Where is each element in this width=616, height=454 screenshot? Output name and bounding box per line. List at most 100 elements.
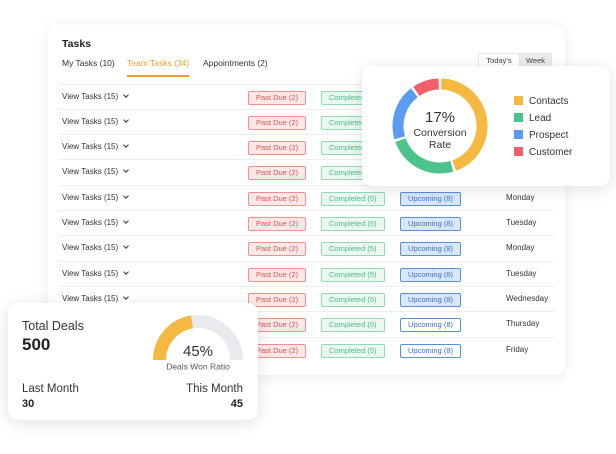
past-due-badge[interactable]: Past Due (2) — [248, 115, 307, 130]
past-due-badge[interactable]: Past Due (2) — [248, 166, 307, 181]
view-tasks-label: View Tasks (15) — [62, 91, 119, 101]
chevron — [123, 192, 130, 199]
day: Monday — [506, 192, 535, 202]
chevron — [123, 142, 130, 148]
legend-swatch — [514, 130, 523, 139]
past-due-badge[interactable]: Past Due (2) — [248, 292, 307, 307]
view-tasks[interactable]: View Tasks (15) — [62, 140, 130, 154]
past-due-badge[interactable]: Past Due (2) — [248, 191, 307, 206]
past-due-badge[interactable]: Past Due (2) — [248, 90, 307, 105]
view-tasks[interactable]: View Tasks (15) — [62, 267, 130, 281]
task-row: View Tasks (15) Past Due (2) Completed (5)… — [58, 235, 555, 261]
chevron — [123, 268, 130, 275]
view-tasks[interactable]: View Tasks (15) — [62, 115, 130, 129]
upcoming-badge[interactable]: Upcoming (8) — [400, 343, 462, 358]
completed-badge[interactable]: Completed (5) — [321, 191, 385, 206]
legend-item: Contacts — [514, 96, 568, 107]
completed-badge[interactable]: Completed (5) — [321, 292, 385, 307]
tab[interactable]: Team Tasks (34) — [127, 58, 190, 68]
tab[interactable]: Appointments (2) — [203, 58, 268, 68]
day: Tuesday — [506, 218, 537, 227]
chevron — [123, 218, 130, 224]
task-row: View Tasks (15) Past Due (2) Completed (5)… — [58, 184, 555, 211]
donut-segment — [392, 88, 418, 140]
this-month-label: This Month — [186, 383, 243, 395]
completed-badge[interactable]: Completed (5) — [321, 318, 385, 333]
view-tasks-label: View Tasks (15) — [62, 293, 119, 303]
view-tasks[interactable]: View Tasks (15) — [62, 216, 130, 230]
view-tasks[interactable]: View Tasks (15) — [62, 292, 130, 306]
view-tasks-label: View Tasks (15) — [62, 243, 119, 253]
view-tasks[interactable]: View Tasks (15) — [62, 191, 130, 205]
legend-item: Customer — [514, 147, 572, 158]
legend-swatch — [514, 96, 523, 105]
task-row: Past Due (2) Completed (5) Upcoming (8) Fri… — [58, 336, 555, 363]
gauge-arc — [153, 315, 194, 361]
legend-label: Prospect — [529, 130, 569, 141]
task-row: View Tasks (15) Past Due (2) Completed (5)… — [58, 285, 555, 312]
donut-segment — [395, 138, 454, 174]
gauge-chart: 45%Deals Won Ratio — [153, 315, 243, 371]
deals-title: Total Deals — [22, 319, 84, 333]
upcoming-badge[interactable]: Upcoming (8) — [400, 191, 462, 206]
completed-badge[interactable]: Completed (5) — [321, 343, 385, 358]
last-month-label: Last Month — [22, 383, 79, 395]
view-tasks-label: View Tasks (15) — [62, 142, 119, 152]
view-tasks-label: View Tasks (15) — [62, 116, 119, 126]
view-tasks-label: View Tasks (15) — [62, 218, 119, 227]
legend-item: Lead — [514, 113, 551, 124]
chevron — [123, 294, 130, 300]
day: Monday — [506, 243, 535, 253]
past-due-badge[interactable]: Past Due (2) — [248, 141, 307, 156]
view-tasks[interactable]: View Tasks (15) — [62, 90, 130, 104]
day: Thursday — [506, 319, 540, 329]
chevron — [123, 91, 130, 98]
upcoming-badge[interactable]: Upcoming (8) — [400, 242, 462, 257]
chevron — [123, 116, 130, 123]
completed-badge[interactable]: Completed (5) — [321, 217, 385, 231]
past-due-badge[interactable]: Past Due (2) — [248, 267, 307, 282]
chevron — [123, 167, 130, 174]
legend-swatch — [514, 113, 523, 122]
day: Tuesday — [506, 268, 537, 278]
upcoming-badge[interactable]: Upcoming (8) — [400, 217, 462, 231]
panel-title: Tasks — [62, 38, 91, 50]
donut-chart: 17% — [392, 78, 488, 174]
conversion-card: 17% Conversion Rate Contacts Lead Prospect Cu… — [362, 66, 610, 186]
donut-value: 17% — [425, 109, 455, 126]
tab[interactable]: My Tasks (10) — [62, 58, 115, 68]
legend-label: Customer — [529, 147, 573, 158]
view-tasks[interactable]: View Tasks (15) — [62, 165, 130, 179]
deals-total: 500 — [22, 335, 51, 354]
gauge-value: 45% — [183, 343, 213, 360]
completed-badge[interactable]: Completed (5) — [321, 267, 385, 282]
legend-label: Contacts — [529, 96, 569, 107]
last-month-value: 30 — [22, 398, 35, 410]
donut-segment — [440, 78, 488, 171]
upcoming-badge[interactable]: Upcoming (8) — [400, 292, 462, 307]
past-due-badge[interactable]: Past Due (2) — [248, 242, 307, 257]
legend-item: Prospect — [514, 130, 568, 141]
view-tasks[interactable]: View Tasks (15) — [62, 241, 130, 255]
task-row: View Tasks (15) Past Due (2) Completed (5)… — [58, 210, 555, 236]
donut-caption: Conversion Rate — [413, 127, 467, 151]
day: Friday — [506, 344, 529, 354]
past-due-badge[interactable]: Past Due (2) — [248, 217, 307, 231]
deals-card: Total Deals 500 45% Deals Won Ratio Last Mon… — [8, 303, 258, 420]
legend-swatch — [514, 147, 523, 156]
donut-segment — [413, 78, 440, 96]
gauge-caption: Deals Won Ratio — [166, 361, 230, 371]
upcoming-badge[interactable]: Upcoming (8) — [400, 318, 462, 333]
this-month-value: 45 — [230, 398, 243, 410]
upcoming-badge[interactable]: Upcoming (8) — [400, 267, 462, 282]
completed-badge[interactable]: Completed (5) — [321, 242, 385, 257]
task-row: Past Due (2) Completed (5) Upcoming (8) Thu… — [58, 311, 555, 337]
tab-underline — [127, 75, 189, 77]
legend-label: Lead — [529, 113, 552, 124]
day: Wednesday — [506, 293, 549, 303]
view-tasks-label: View Tasks (15) — [62, 192, 119, 202]
view-tasks-label: View Tasks (15) — [62, 167, 119, 177]
task-row: View Tasks (15) Past Due (2) Completed (5)… — [58, 260, 555, 287]
